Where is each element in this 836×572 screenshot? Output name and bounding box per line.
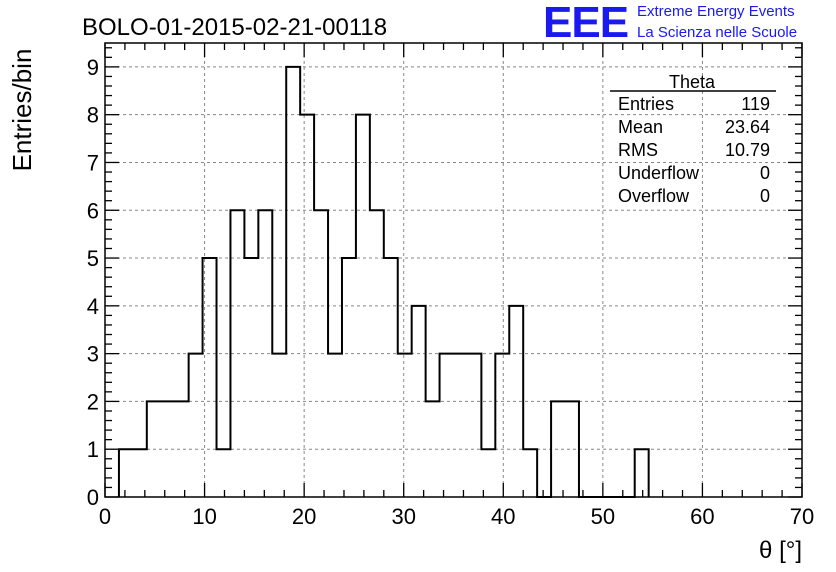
histogram-series	[117, 65, 650, 498]
stats-row-value: 0	[760, 163, 770, 183]
x-tick-label: 10	[192, 504, 216, 529]
stats-row-value: 23.64	[725, 117, 770, 137]
y-tick-label: 5	[87, 246, 99, 271]
y-tick-labels: 0 1 2 3 4 5 6 7 8 9	[87, 55, 99, 510]
grid-lines	[105, 43, 802, 497]
logo-line-1: Extreme Energy Events	[637, 3, 795, 20]
x-tick-label: 70	[790, 504, 814, 529]
x-tick-label: 60	[690, 504, 714, 529]
x-tick-label: 20	[292, 504, 316, 529]
stats-box: Theta Entries 119 Mean 23.64 RMS 10.79 Underfl…	[610, 72, 776, 206]
y-tick-label: 7	[87, 150, 99, 175]
stats-row-label: Underflow	[618, 163, 700, 183]
x-tick-label: 50	[591, 504, 615, 529]
y-tick-label: 4	[87, 294, 99, 319]
stats-row-label: Mean	[618, 117, 663, 137]
y-tick-label: 6	[87, 198, 99, 223]
y-tick-label: 1	[87, 437, 99, 462]
y-tick-label: 8	[87, 103, 99, 128]
stats-row-value: 10.79	[725, 140, 770, 160]
stats-row-value: 119	[741, 94, 770, 114]
y-tick-label: 9	[87, 55, 99, 80]
x-axis-label: θ [°]	[759, 537, 802, 564]
x-tick-label: 30	[391, 504, 415, 529]
y-tick-label: 3	[87, 342, 99, 367]
stats-rows: Entries 119 Mean 23.64 RMS 10.79 Underflow 0 Ove…	[618, 94, 770, 206]
y-tick-label: 0	[87, 485, 99, 510]
logo-line-2: La Scienza nelle Scuole	[637, 24, 798, 41]
x-tick-labels: 0 10 20 30 40 50 60 70	[99, 504, 814, 529]
plot-frame	[104, 42, 803, 498]
x-tick-label: 40	[491, 504, 515, 529]
stats-row-label: Entries	[618, 94, 674, 114]
chart-title: BOLO-01-2015-02-21-00118	[82, 14, 387, 41]
stats-row-label: Overflow	[618, 186, 690, 206]
stats-title: Theta	[669, 72, 716, 92]
stats-row-value: 0	[760, 186, 770, 206]
axis-ticks	[104, 43, 803, 498]
y-axis-label: Entries/bin	[7, 49, 37, 172]
x-tick-label: 0	[99, 504, 111, 529]
stats-row-label: RMS	[618, 140, 658, 160]
y-tick-label: 2	[87, 389, 99, 414]
eee-logo-mark: EEE	[543, 0, 629, 47]
